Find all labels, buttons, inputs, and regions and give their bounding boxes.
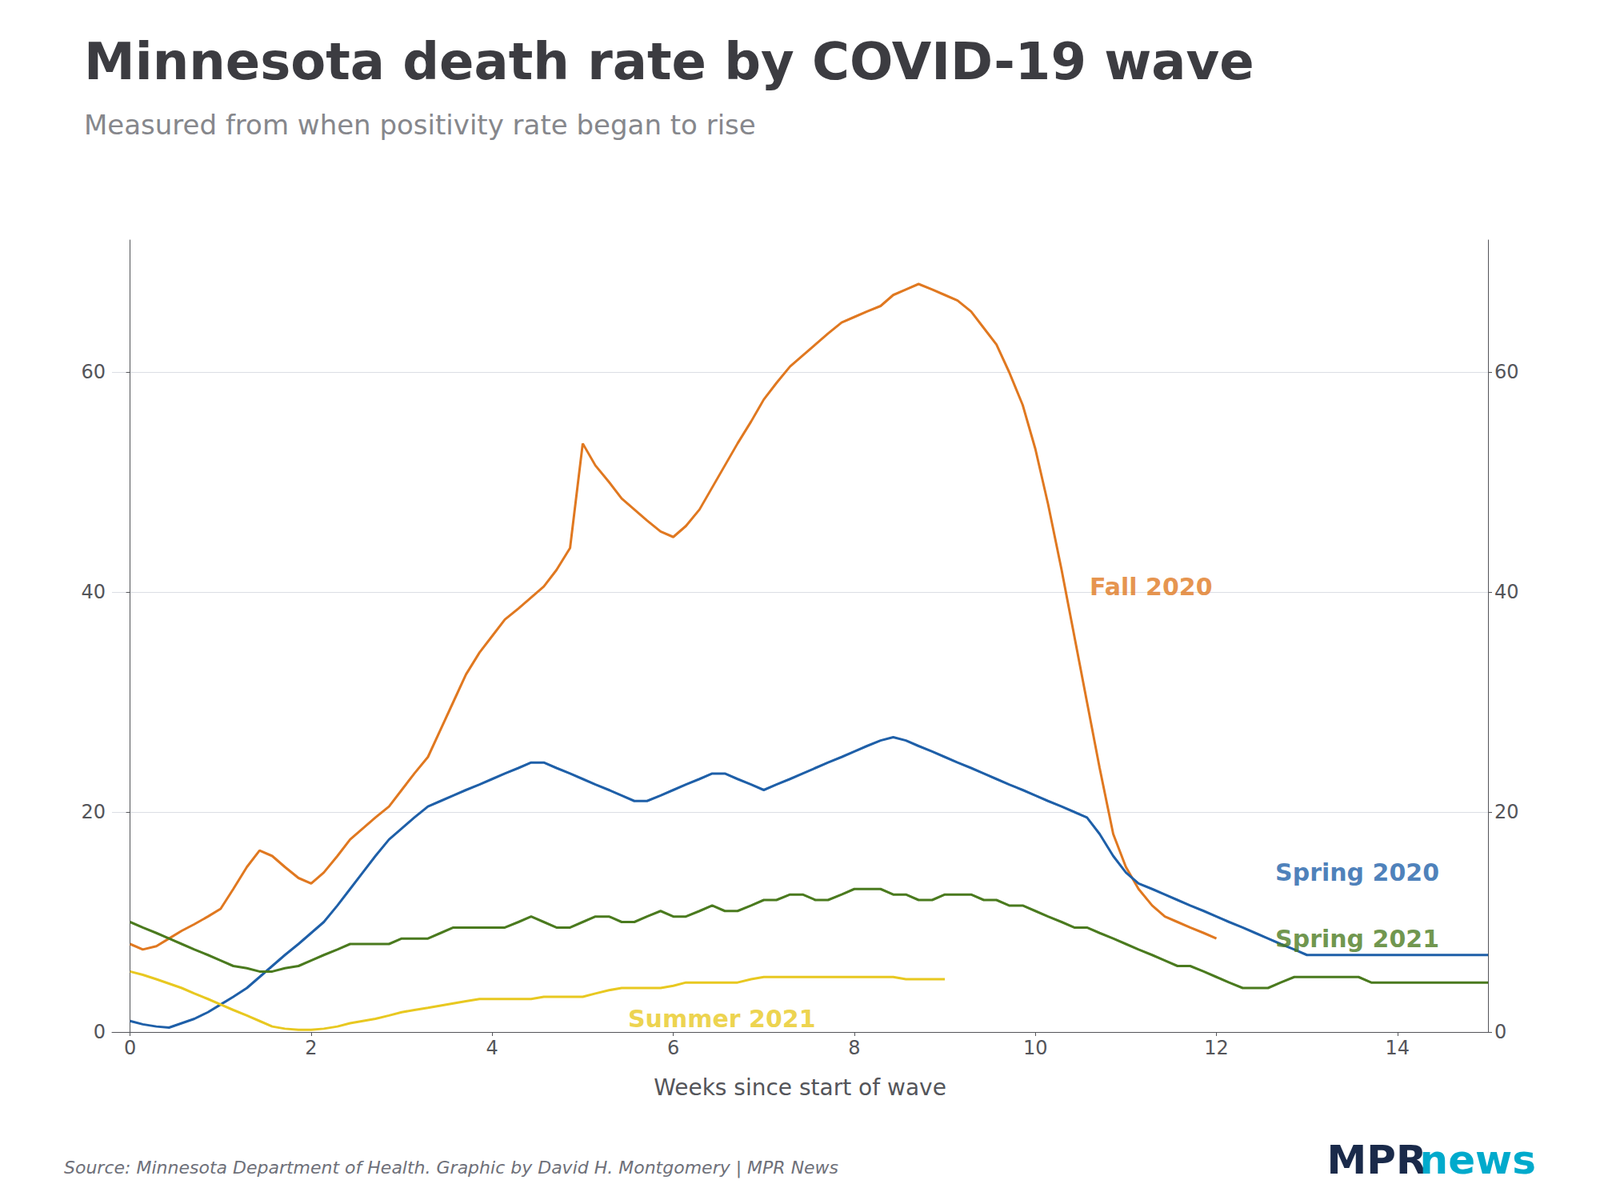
- svg-text:14: 14: [1385, 1036, 1411, 1060]
- svg-text:Spring 2020: Spring 2020: [1275, 858, 1440, 887]
- svg-text:0: 0: [124, 1036, 136, 1060]
- svg-text:60: 60: [1494, 360, 1520, 384]
- svg-text:Spring 2021: Spring 2021: [1275, 924, 1440, 953]
- svg-text:60: 60: [80, 360, 106, 384]
- svg-text:Minnesota death rate by COVID-: Minnesota death rate by COVID-19 wave: [84, 32, 1255, 92]
- svg-text:20: 20: [80, 800, 106, 824]
- svg-text:Weeks since start of wave: Weeks since start of wave: [653, 1074, 947, 1101]
- svg-text:6: 6: [667, 1036, 680, 1060]
- svg-text:12: 12: [1204, 1036, 1229, 1060]
- svg-text:Source: Minnesota Department o: Source: Minnesota Department of Health. …: [64, 1157, 839, 1179]
- svg-text:40: 40: [1494, 580, 1520, 604]
- svg-text:0: 0: [93, 1020, 106, 1044]
- svg-text:Measured from when positivity: Measured from when positivity rate began…: [84, 108, 756, 141]
- svg-text:news: news: [1420, 1136, 1536, 1184]
- svg-text:2: 2: [304, 1036, 317, 1060]
- svg-text:8: 8: [848, 1036, 860, 1060]
- svg-text:10: 10: [1023, 1036, 1048, 1060]
- svg-text:40: 40: [80, 580, 106, 604]
- svg-text:0: 0: [1494, 1020, 1507, 1044]
- svg-text:MPR: MPR: [1327, 1136, 1428, 1184]
- svg-text:Fall 2020: Fall 2020: [1089, 572, 1213, 601]
- svg-text:Summer 2021: Summer 2021: [628, 1004, 816, 1033]
- svg-text:4: 4: [486, 1036, 499, 1060]
- svg-text:20: 20: [1494, 800, 1520, 824]
